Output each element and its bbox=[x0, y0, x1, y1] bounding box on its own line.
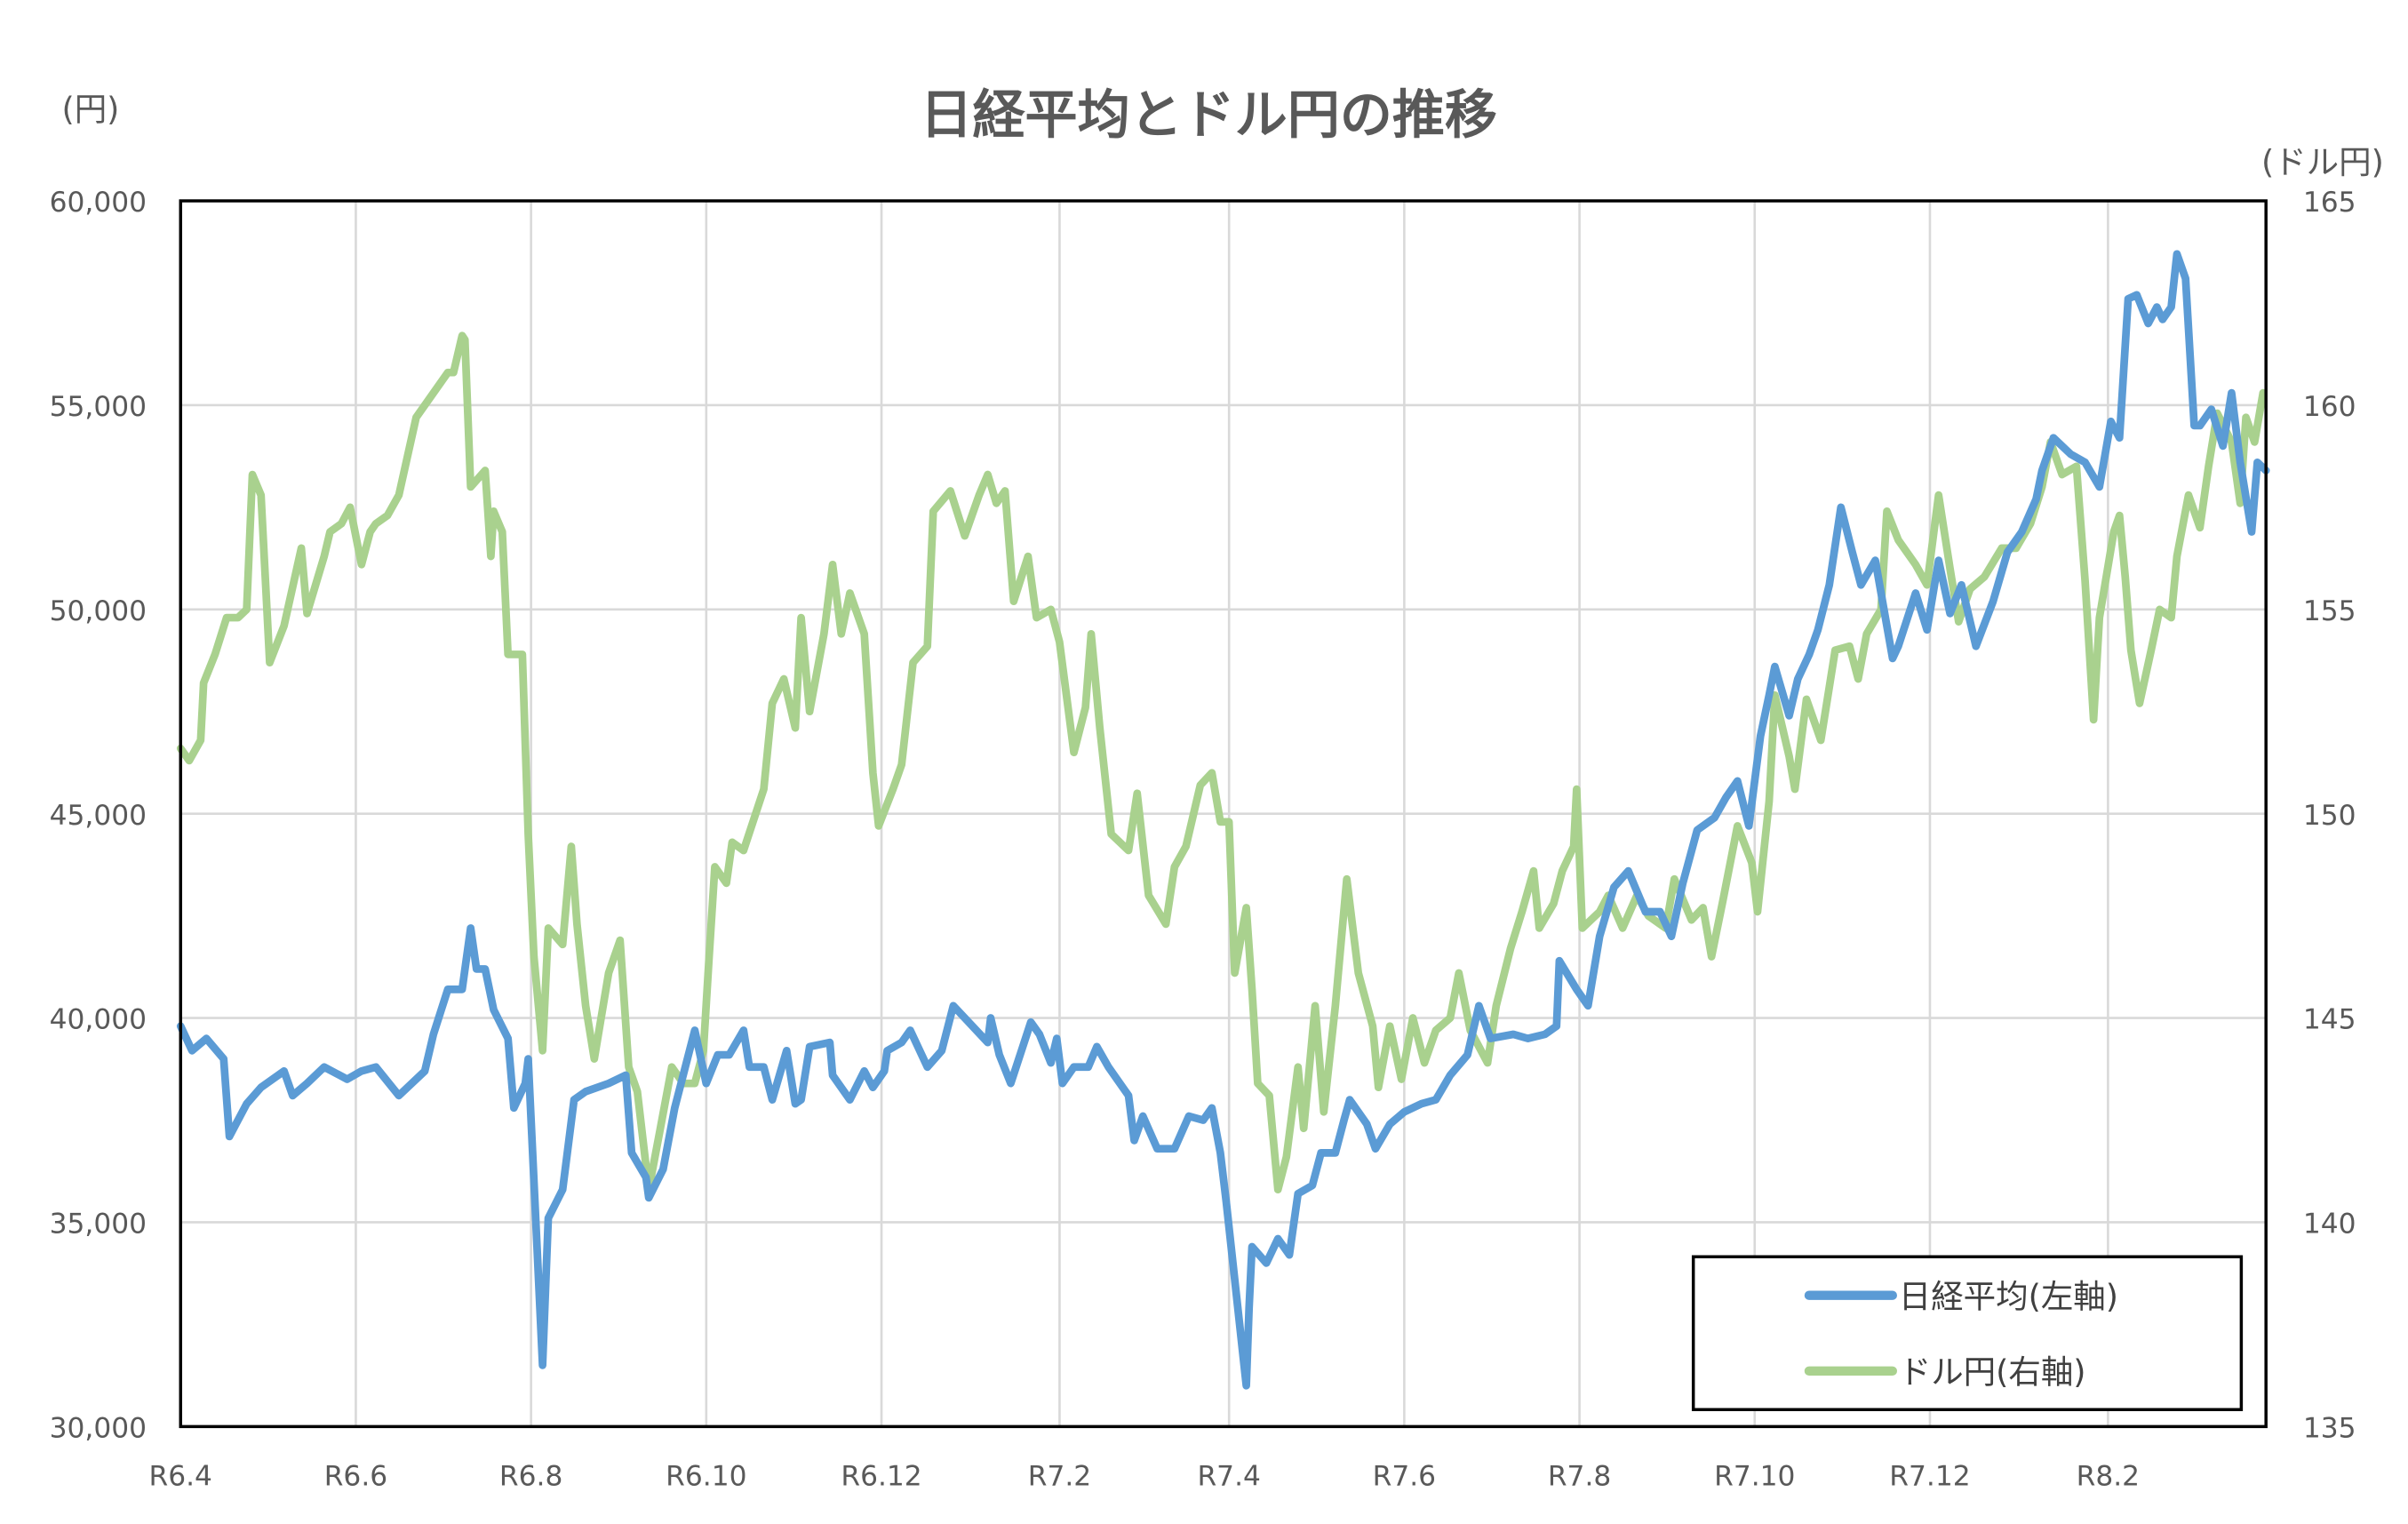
series-line-usdjpy bbox=[176, 331, 2268, 1194]
chart-title: 日経平均とドル円の推移 bbox=[920, 84, 1497, 146]
y-left-tick-label: 45,000 bbox=[50, 800, 147, 832]
x-tick-label: R6.12 bbox=[841, 1460, 921, 1492]
x-tick-label: R7.12 bbox=[1889, 1460, 1970, 1492]
series-lines bbox=[176, 250, 2270, 1390]
y-right-tick-label: 145 bbox=[2303, 1004, 2356, 1036]
plot-area-border bbox=[179, 199, 2268, 1429]
x-tick-label: R7.6 bbox=[1373, 1460, 1436, 1492]
x-tick-label: R6.8 bbox=[499, 1460, 562, 1492]
x-tick-label: R6.6 bbox=[324, 1460, 387, 1492]
left-axis-unit: (円) bbox=[61, 91, 119, 129]
y-right-tick-label: 140 bbox=[2303, 1209, 2356, 1241]
x-tick-label: R7.8 bbox=[1548, 1460, 1611, 1492]
y-right-tick-label: 155 bbox=[2303, 595, 2356, 627]
right-axis-unit: (ドル円) bbox=[2261, 143, 2384, 181]
y-right-tick-label: 135 bbox=[2303, 1413, 2356, 1445]
x-tick-label: R6.4 bbox=[149, 1460, 212, 1492]
x-tick-label: R8.2 bbox=[2077, 1460, 2140, 1492]
y-left-tick-label: 35,000 bbox=[50, 1209, 147, 1241]
legend-label-nikkei: 日経平均(左軸) bbox=[1899, 1278, 2118, 1316]
y-left-tick-label: 55,000 bbox=[50, 391, 147, 423]
legend: 日経平均(左軸) ドル円(右軸) bbox=[1691, 1255, 2244, 1411]
y-left-tick-label: 40,000 bbox=[50, 1004, 147, 1036]
tick-labels: 30,000 35,000 40,000 45,000 50,000 55,000 60,0… bbox=[50, 187, 2356, 1492]
y-right-tick-label: 165 bbox=[2303, 187, 2356, 219]
x-tick-label: R7.4 bbox=[1197, 1460, 1260, 1492]
y-right-tick-label: 160 bbox=[2303, 391, 2356, 423]
points-nikkei bbox=[180, 253, 2267, 1386]
legend-box bbox=[1691, 1255, 2244, 1411]
x-tick-label: R6.10 bbox=[666, 1460, 746, 1492]
points-usdjpy bbox=[180, 335, 2264, 1190]
y-left-tick-label: 60,000 bbox=[50, 187, 147, 219]
y-left-tick-label: 30,000 bbox=[50, 1413, 147, 1445]
x-tick-label: R7.10 bbox=[1714, 1460, 1795, 1492]
gridlines bbox=[179, 199, 2267, 1428]
y-left-tick-label: 50,000 bbox=[50, 595, 147, 627]
x-tick-label: R7.2 bbox=[1028, 1460, 1091, 1492]
y-right-tick-label: 150 bbox=[2303, 800, 2356, 832]
legend-label-usdjpy: ドル円(右軸) bbox=[1899, 1353, 2086, 1392]
